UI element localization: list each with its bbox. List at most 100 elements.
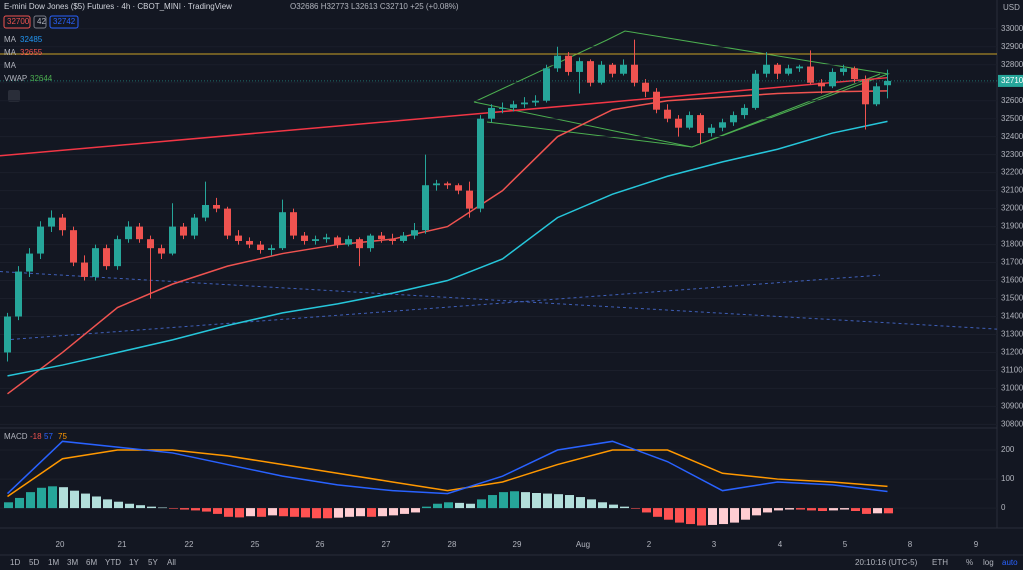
period-button[interactable]: 5Y bbox=[148, 558, 158, 567]
macd-label: MACD bbox=[4, 432, 28, 441]
candle-body bbox=[125, 226, 132, 240]
candle-body bbox=[686, 115, 693, 128]
histogram-bar bbox=[356, 508, 365, 517]
time-label: 22 bbox=[185, 540, 194, 549]
price-tick-label: 31600 bbox=[1001, 276, 1023, 285]
histogram-bar bbox=[48, 486, 57, 509]
histogram-bar bbox=[631, 508, 640, 509]
histogram-bar bbox=[708, 508, 717, 525]
value-badge bbox=[3, 15, 31, 29]
candle-body bbox=[455, 185, 462, 191]
price-tick-label: 31300 bbox=[1001, 330, 1023, 339]
badge-value: 32700 bbox=[7, 17, 30, 26]
candle-body bbox=[521, 102, 528, 105]
histogram-bar bbox=[26, 492, 35, 509]
histogram-bar bbox=[125, 503, 134, 509]
period-button[interactable]: All bbox=[167, 558, 176, 567]
candle-body bbox=[114, 239, 121, 267]
histogram-bar bbox=[4, 502, 13, 509]
time-label: Aug bbox=[576, 540, 590, 549]
histogram-bar bbox=[103, 499, 112, 509]
histogram-bar bbox=[642, 508, 651, 513]
price-tick-label: 30800 bbox=[1001, 420, 1023, 429]
time-label: 29 bbox=[513, 540, 522, 549]
currency: USD bbox=[1003, 3, 1020, 12]
candle-body bbox=[70, 230, 77, 263]
candle-body bbox=[345, 239, 352, 245]
candle-body bbox=[873, 86, 880, 105]
histogram-bar bbox=[15, 497, 24, 509]
price-tick-label: 32500 bbox=[1001, 114, 1023, 123]
macd-tick-label: 100 bbox=[1001, 474, 1015, 483]
candle-body bbox=[697, 115, 704, 134]
candle-body bbox=[664, 109, 671, 119]
candle-body bbox=[719, 122, 726, 128]
histogram-bar bbox=[752, 508, 761, 516]
legend-value: 32655 bbox=[20, 48, 43, 57]
period-button[interactable]: 3M bbox=[67, 558, 78, 567]
histogram-bar bbox=[235, 508, 244, 518]
candle-body bbox=[609, 64, 616, 74]
candle-body bbox=[653, 91, 660, 110]
scale-option[interactable]: auto bbox=[1002, 558, 1018, 567]
histogram-bar bbox=[796, 508, 805, 510]
candle-body bbox=[158, 248, 165, 254]
price-tick-label: 30900 bbox=[1001, 402, 1023, 411]
candle-body bbox=[202, 205, 209, 218]
histogram-bar bbox=[829, 508, 838, 511]
histogram-bar bbox=[598, 502, 607, 509]
histogram-bar bbox=[873, 508, 882, 514]
candle-body bbox=[620, 64, 627, 74]
legend-label: MA bbox=[4, 35, 17, 44]
period-button[interactable]: 1D bbox=[10, 558, 20, 567]
candle-body bbox=[59, 217, 66, 231]
dashed-line bbox=[0, 271, 998, 330]
histogram-bar bbox=[323, 508, 332, 519]
candle-body bbox=[268, 248, 275, 250]
scale-option[interactable]: % bbox=[966, 558, 973, 567]
candle-body bbox=[246, 240, 253, 245]
candle-body bbox=[378, 235, 385, 240]
histogram-bar bbox=[477, 499, 486, 509]
histogram-bar bbox=[422, 506, 431, 509]
session[interactable]: ETH bbox=[932, 558, 948, 567]
candle-body bbox=[356, 239, 363, 249]
period-button[interactable]: 1Y bbox=[129, 558, 139, 567]
candle-body bbox=[26, 253, 33, 272]
macd-value: -18 bbox=[30, 432, 42, 441]
scale-option[interactable]: log bbox=[983, 558, 994, 567]
histogram-bar bbox=[224, 508, 233, 517]
histogram-bar bbox=[334, 508, 343, 518]
last-price-label: 32710 bbox=[1001, 76, 1023, 85]
histogram-bar bbox=[92, 496, 101, 509]
period-button[interactable]: 1M bbox=[48, 558, 59, 567]
histogram-bar bbox=[246, 508, 255, 517]
macd-value: 57 bbox=[44, 432, 53, 441]
histogram-bar bbox=[466, 503, 475, 509]
legend-label: MA bbox=[4, 48, 17, 57]
candle-body bbox=[48, 217, 55, 227]
candle-body bbox=[257, 244, 264, 250]
histogram-bar bbox=[697, 508, 706, 526]
period-button[interactable]: YTD bbox=[105, 558, 121, 567]
value-badge bbox=[49, 15, 79, 29]
long-ma-line bbox=[0, 76, 888, 157]
time-label: 3 bbox=[712, 540, 717, 549]
histogram-bar bbox=[488, 495, 497, 509]
candle-body bbox=[169, 226, 176, 254]
collapse-button[interactable] bbox=[8, 90, 20, 102]
histogram-bar bbox=[389, 508, 398, 516]
histogram-bar bbox=[851, 508, 860, 511]
histogram-bar bbox=[741, 508, 750, 520]
period-button[interactable]: 6M bbox=[86, 558, 97, 567]
candle-body bbox=[576, 61, 583, 72]
histogram-bar bbox=[312, 508, 321, 519]
histogram-bar bbox=[301, 508, 310, 518]
candle-body bbox=[851, 68, 858, 80]
histogram-bar bbox=[279, 508, 288, 517]
signal-line bbox=[7, 449, 888, 498]
period-button[interactable]: 5D bbox=[29, 558, 39, 567]
candle-body bbox=[466, 190, 473, 209]
candle-body bbox=[708, 127, 715, 134]
candle-body bbox=[631, 64, 638, 83]
